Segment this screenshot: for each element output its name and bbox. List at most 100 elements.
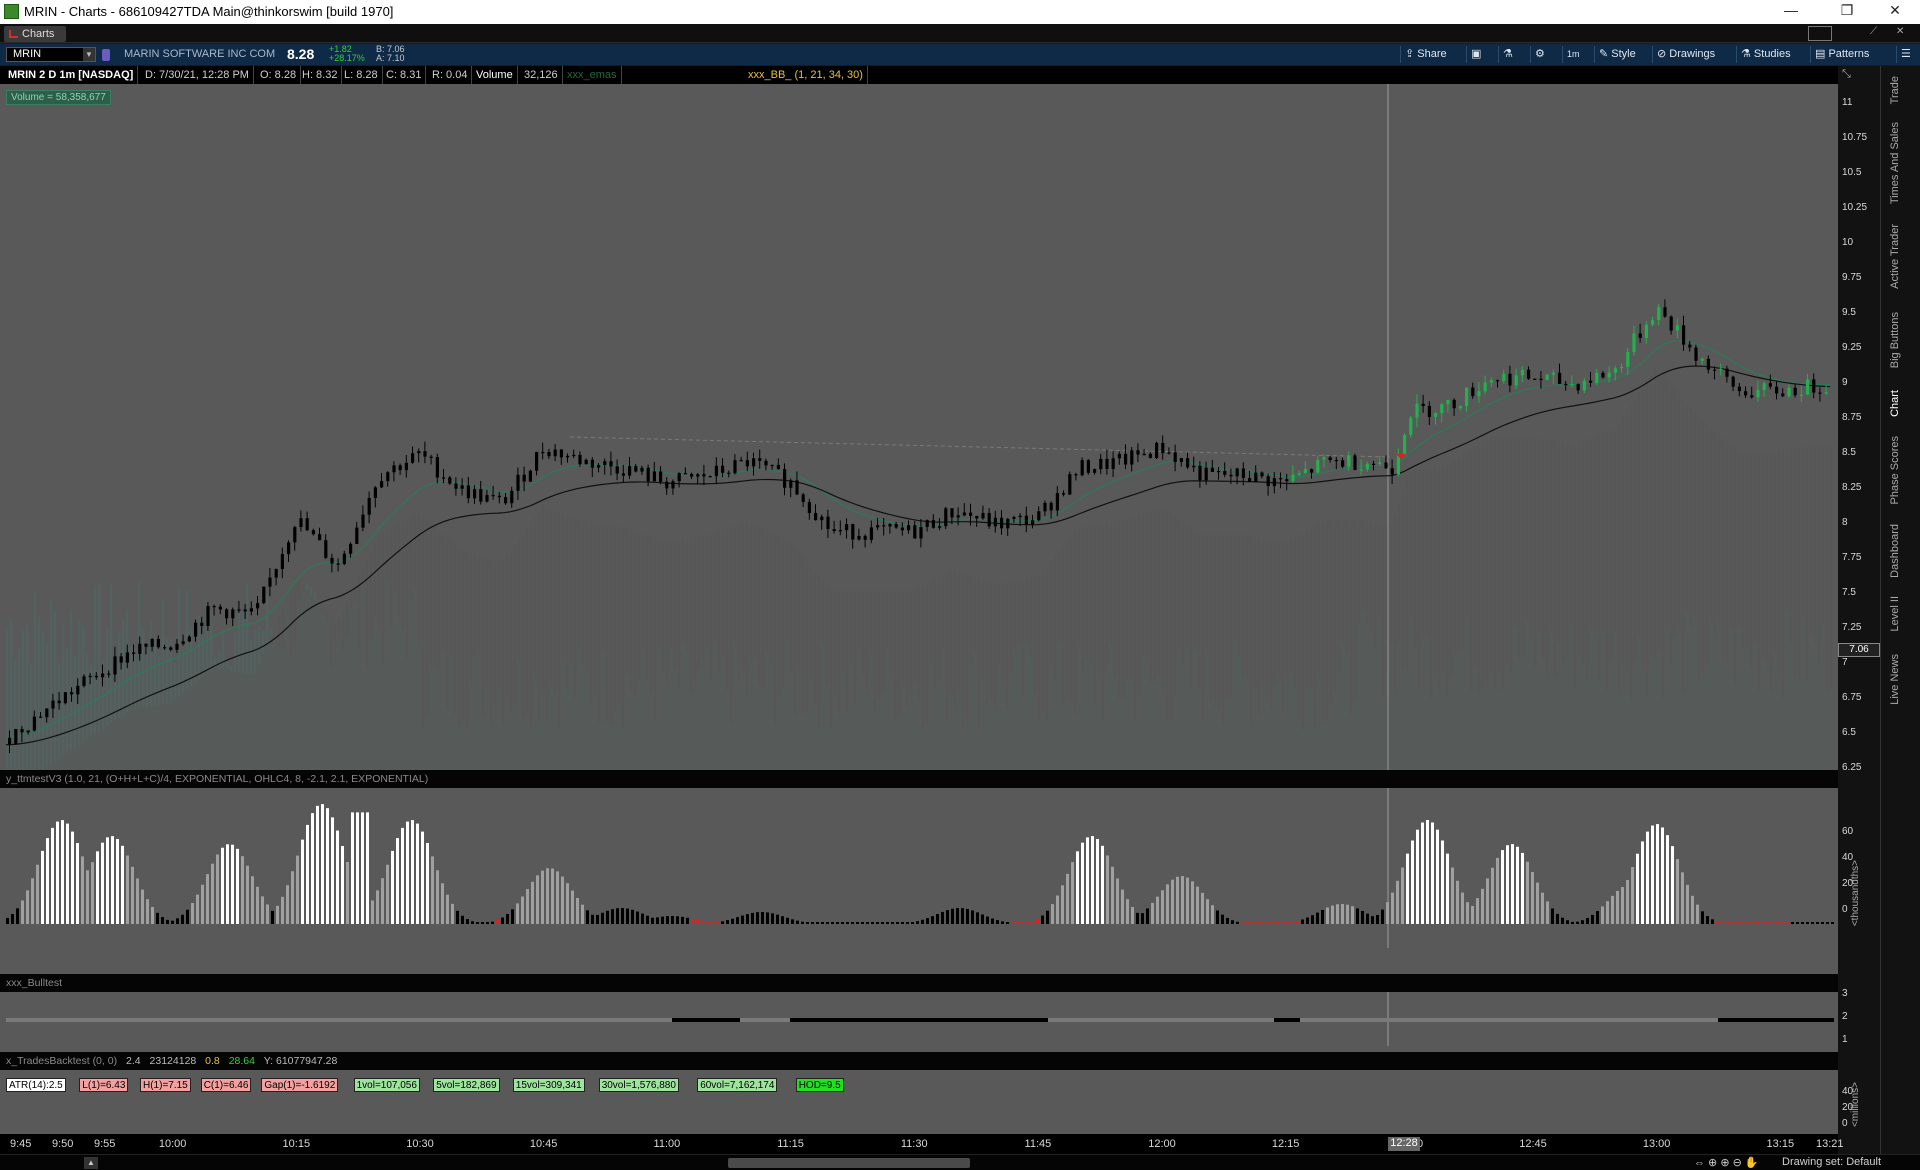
candle-body bbox=[621, 473, 625, 476]
candle-body bbox=[1545, 374, 1549, 380]
chart-area[interactable]: Volume = 58,358,677 y_ttmtestV3 (1.0, 21… bbox=[0, 84, 1838, 1170]
candle-body bbox=[305, 518, 309, 531]
ttm-histogram[interactable] bbox=[0, 788, 1838, 948]
volume-bar bbox=[98, 582, 101, 770]
candle-body bbox=[262, 586, 266, 604]
ttm-bar bbox=[1136, 912, 1139, 924]
chevron-down-icon[interactable]: ▼ bbox=[83, 48, 95, 61]
bb-band-bar bbox=[886, 590, 889, 770]
ttm-bar bbox=[711, 922, 714, 924]
sidebar-tab-times-and-sales[interactable]: Times And Sales bbox=[1889, 122, 1901, 205]
candle-body bbox=[411, 453, 415, 463]
bb-band-bar bbox=[1438, 466, 1441, 770]
bb-band-bar bbox=[1166, 510, 1169, 770]
close-button[interactable]: ✕ bbox=[1889, 2, 1901, 18]
cursor-time-label: 12:28 bbox=[1388, 1137, 1420, 1151]
bb-band-bar bbox=[714, 532, 717, 770]
sidebar-tab-big-buttons[interactable]: Big Buttons bbox=[1889, 312, 1901, 369]
ttm-bar bbox=[146, 899, 149, 924]
symbol-input[interactable]: MRIN ▼ bbox=[6, 47, 96, 62]
gear-icon[interactable]: ⚙ bbox=[1530, 46, 1549, 63]
x-axis-tick-label: 12:00 bbox=[1148, 1138, 1176, 1150]
ttm-bar bbox=[931, 916, 934, 924]
zoom-tools-icons[interactable]: ⇔ ⊕ ⊕ ⊖ ✋ bbox=[1694, 1157, 1759, 1169]
ttm-bar bbox=[1796, 922, 1799, 924]
sidebar-tab-active-trader[interactable]: Active Trader bbox=[1889, 224, 1901, 289]
ttm-bar bbox=[726, 920, 729, 924]
bb-band-bar bbox=[634, 530, 637, 770]
bb-band-bar bbox=[882, 590, 885, 770]
sidebar-tab-live-news[interactable]: Live News bbox=[1889, 654, 1901, 705]
bb-band-bar bbox=[946, 573, 949, 770]
candle-body bbox=[26, 730, 30, 733]
timeframe-button[interactable]: 1m bbox=[1562, 46, 1584, 63]
sidebar-tab-phase-scores[interactable]: Phase Scores bbox=[1889, 436, 1901, 505]
candle-body bbox=[1744, 391, 1748, 396]
sidebar-tab-dashboard[interactable]: Dashboard bbox=[1889, 524, 1901, 578]
axis-zoom-icon[interactable]: ⤡ bbox=[1842, 68, 1851, 80]
bulltest-pane[interactable] bbox=[0, 992, 1838, 1046]
flask-icon[interactable]: ⚗ bbox=[1498, 46, 1517, 63]
bb-band-bar bbox=[310, 595, 313, 770]
backtest-axis-tick-label: 0 bbox=[1842, 1118, 1848, 1129]
volume-bar bbox=[118, 632, 121, 770]
backtest-axis-tick-label: 20 bbox=[1842, 1102, 1854, 1113]
minimize-button[interactable]: — bbox=[1784, 2, 1798, 18]
ttm-bar bbox=[1491, 867, 1494, 924]
price-pane[interactable]: Volume = 58,358,677 bbox=[0, 84, 1838, 770]
layout-icon[interactable] bbox=[1808, 26, 1832, 41]
camera-icon[interactable]: ▣ bbox=[1466, 46, 1485, 63]
menu-icon[interactable]: ☰ bbox=[1896, 46, 1915, 63]
ttm-bar bbox=[1206, 899, 1209, 924]
bb-band-bar bbox=[1426, 468, 1429, 770]
collapse-icon[interactable]: ▲ bbox=[84, 1157, 98, 1169]
tab-charts[interactable]: Charts bbox=[4, 26, 66, 42]
volume-bar bbox=[10, 619, 13, 770]
scrollbar-thumb[interactable] bbox=[728, 1158, 970, 1168]
candle-body bbox=[45, 708, 49, 718]
bb-band-bar bbox=[694, 536, 697, 770]
candle-body bbox=[1688, 344, 1692, 348]
backtest-axis-tick-label: 40 bbox=[1842, 1086, 1854, 1097]
pin-icon[interactable]: ⟋ bbox=[1870, 26, 1877, 37]
candle-body bbox=[336, 563, 340, 565]
ttm-bar bbox=[1511, 844, 1514, 924]
price-chart[interactable] bbox=[0, 84, 1838, 770]
ttm-bar bbox=[91, 862, 94, 924]
volume-bar bbox=[30, 662, 33, 770]
ttm-bar bbox=[1151, 902, 1154, 924]
style-button[interactable]: ✎ Style bbox=[1594, 46, 1640, 63]
bb-band-bar bbox=[1614, 428, 1617, 770]
ttm-bar bbox=[1476, 898, 1479, 924]
bb-band-bar bbox=[1262, 537, 1265, 770]
sidebar-tab-chart[interactable]: Chart bbox=[1889, 390, 1901, 417]
price-marker: 7.06 bbox=[1838, 643, 1880, 657]
sidebar-tab-level-ii[interactable]: Level II bbox=[1889, 596, 1901, 632]
ttm-bar bbox=[256, 886, 259, 924]
bb-band-bar bbox=[398, 523, 401, 770]
bb-band-bar bbox=[270, 635, 273, 770]
bb-band-bar bbox=[1102, 523, 1105, 770]
studies-button[interactable]: ⚗ Studies bbox=[1736, 46, 1795, 63]
bb-band-bar bbox=[1174, 515, 1177, 770]
candle-body bbox=[39, 716, 43, 718]
tab-close-icon[interactable]: ✕ bbox=[1896, 26, 1905, 37]
volume-bar bbox=[34, 590, 37, 770]
drawings-button[interactable]: ⊘ Drawings bbox=[1652, 46, 1719, 63]
candle-body bbox=[1390, 468, 1394, 475]
symbol-link-icon[interactable] bbox=[102, 49, 110, 61]
restore-button[interactable]: ❐ bbox=[1840, 2, 1854, 18]
sidebar-tab-trade[interactable]: Trade bbox=[1889, 76, 1901, 105]
bb-band-bar bbox=[1002, 582, 1005, 770]
ttm-bar bbox=[1786, 922, 1789, 924]
candle-body bbox=[671, 481, 675, 489]
share-button[interactable]: ⇪ Share bbox=[1400, 46, 1451, 63]
bb-band-bar bbox=[1298, 534, 1301, 770]
ttm-bar bbox=[951, 908, 954, 924]
candle-body bbox=[1458, 406, 1462, 409]
patterns-button[interactable]: ▤ Patterns bbox=[1810, 46, 1873, 63]
ttm-bar bbox=[1636, 853, 1639, 924]
bb-band-bar bbox=[662, 540, 665, 770]
bb-band-bar bbox=[650, 536, 653, 770]
backtest-value: 0.8 bbox=[205, 1055, 220, 1067]
